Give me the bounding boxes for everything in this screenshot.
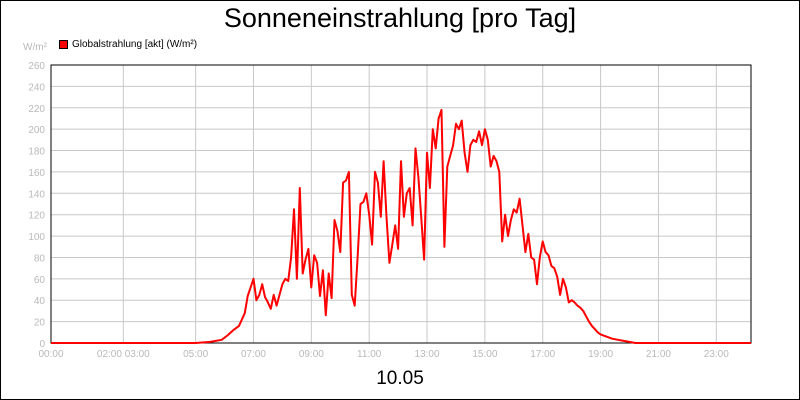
- y-tick-label: 40: [34, 296, 46, 307]
- y-tick-label: 60: [34, 275, 46, 286]
- x-tick-label: 05:00: [183, 349, 208, 360]
- y-tick-label: 140: [28, 189, 45, 200]
- y-tick-label: 20: [34, 318, 46, 329]
- x-tick-label: 17:00: [530, 349, 555, 360]
- y-tick-label: 100: [28, 232, 45, 243]
- chart-title: Sonneneinstrahlung [pro Tag]: [223, 3, 577, 33]
- x-tick-label: 13:00: [415, 349, 440, 360]
- legend-label: Globalstrahlung [akt] (W/m²): [72, 39, 198, 50]
- y-tick-label: 180: [28, 147, 45, 158]
- x-tick-label: 19:00: [588, 349, 613, 360]
- x-tick-label: 00:00: [38, 349, 63, 360]
- x-tick-label: 09:00: [299, 349, 324, 360]
- x-tick-label: 15:00: [472, 349, 497, 360]
- y-tick-label: 240: [28, 82, 45, 93]
- x-tick-label: 07:00: [241, 349, 266, 360]
- y-tick-label: 220: [28, 104, 45, 115]
- y-tick-label: 260: [28, 61, 45, 72]
- y-tick-label: 120: [28, 211, 45, 222]
- plot-border: [50, 64, 752, 344]
- x-tick-label: 23:00: [704, 349, 729, 360]
- x-tick-label: 02:00 03:00: [97, 349, 150, 360]
- y-tick-label: 0: [39, 339, 45, 350]
- x-tick-label: 21:00: [646, 349, 671, 360]
- y-tick-label: 160: [28, 168, 45, 179]
- y-tick-label: 80: [34, 253, 46, 264]
- legend: Globalstrahlung [akt] (W/m²): [59, 39, 197, 50]
- legend-swatch: [59, 40, 68, 49]
- x-tick-label: 11:00: [357, 349, 382, 360]
- series-line-globalstrahlung: [51, 108, 751, 344]
- y-tick-label: 200: [28, 125, 45, 136]
- x-axis-date-label: 10.05: [376, 368, 424, 389]
- y-unit-label: W/m²: [23, 42, 47, 53]
